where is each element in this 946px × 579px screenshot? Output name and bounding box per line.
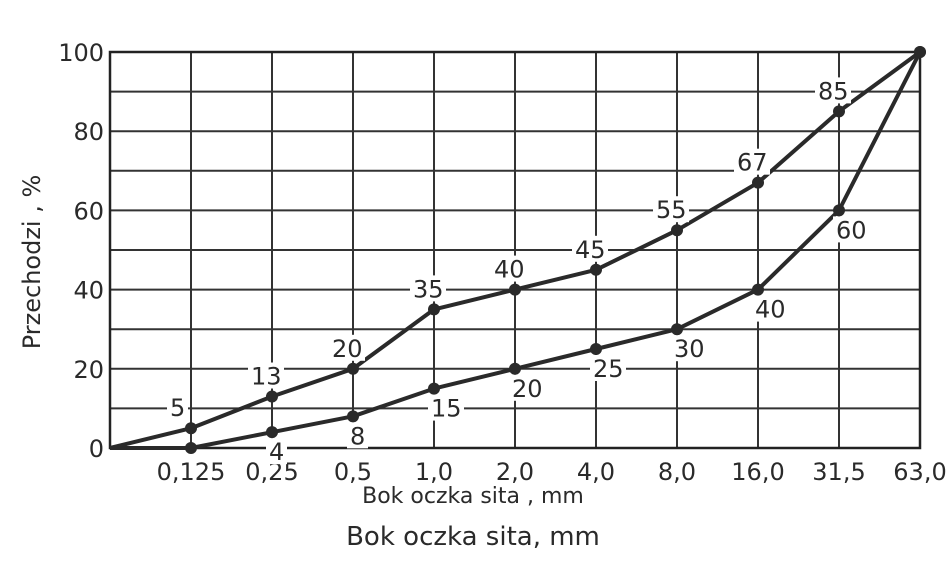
x-tick-label: 63,0 [893, 458, 946, 486]
data-label-bg [509, 374, 545, 401]
x-tick-labels: 0,125 0,25 0,5 1,0 2,0 4,0 8,0 16,0 31,5 63,0 [157, 458, 946, 486]
y-axis-label: Przechodzi , % [18, 175, 46, 350]
data-label: 13 [251, 363, 282, 391]
data-label: 25 [593, 355, 624, 383]
data-label-bg [752, 295, 788, 322]
data-point [752, 283, 764, 296]
y-tick-label: 100 [58, 39, 104, 67]
x-tick-label: 0,125 [157, 458, 226, 486]
data-point [752, 176, 764, 189]
data-point [347, 362, 359, 375]
x-tick-label: 4,0 [577, 458, 615, 486]
data-label-bg [491, 255, 527, 282]
data-point [509, 362, 521, 375]
x-tick-label: 2,0 [496, 458, 534, 486]
data-label: 40 [494, 256, 525, 284]
data-label-bg [428, 394, 464, 421]
data-label-bg [572, 235, 608, 262]
plot-border [108, 50, 922, 450]
data-labels: 5 13 20 35 40 45 55 67 85 4 8 15 20 25 30 40 60 [167, 77, 869, 466]
data-label-bg [329, 334, 365, 361]
x-tick-label: 31,5 [812, 458, 865, 486]
data-label-bg [653, 196, 689, 223]
y-tick-labels: 0 20 40 60 80 100 [58, 39, 104, 463]
x-axis-label-repeat: Bok oczka sita, mm [346, 522, 600, 552]
data-label: 40 [755, 296, 786, 324]
data-label: 85 [818, 77, 849, 105]
data-label: 8 [350, 422, 365, 450]
data-label: 55 [656, 196, 687, 224]
y-tick-label: 0 [89, 435, 104, 463]
data-label: 20 [512, 375, 543, 403]
data-label: 4 [269, 438, 284, 466]
data-label: 30 [674, 335, 705, 363]
plot-frame [108, 50, 922, 450]
data-point [266, 426, 278, 439]
data-point [671, 224, 683, 237]
data-label: 5 [170, 394, 185, 422]
data-label-bg [167, 394, 188, 421]
data-point [833, 204, 845, 217]
y-tick-label: 80 [73, 118, 104, 146]
data-point [266, 390, 278, 403]
data-point [428, 303, 440, 316]
data-label: 20 [332, 335, 363, 363]
data-label: 45 [575, 236, 606, 264]
series-points [185, 46, 926, 454]
data-label-bg [266, 438, 287, 465]
x-axis-label: Bok oczka sita , mm [362, 484, 584, 509]
x-tick-label: 16,0 [731, 458, 784, 486]
data-point [671, 323, 683, 336]
x-tick-label: 0,5 [334, 458, 372, 486]
x-tick-label: 8,0 [658, 458, 696, 486]
data-label: 60 [836, 216, 867, 244]
data-label: 67 [737, 149, 768, 177]
data-label-bg [815, 77, 851, 104]
data-label-bg [671, 335, 707, 362]
data-point [185, 442, 197, 454]
data-label-bg [734, 148, 770, 175]
data-point [428, 382, 440, 395]
data-label-bg [347, 422, 368, 449]
y-tick-label: 20 [73, 356, 104, 384]
data-label-bg [410, 275, 446, 302]
data-point [590, 343, 602, 355]
data-label-bg [590, 355, 626, 381]
y-tick-label: 60 [73, 197, 104, 225]
data-point [347, 410, 359, 423]
data-point [185, 422, 197, 435]
y-tick-label: 40 [73, 277, 104, 305]
data-label-bg [248, 362, 284, 389]
data-point [509, 283, 521, 296]
data-label: 35 [413, 275, 444, 303]
x-tick-label: 1,0 [415, 458, 453, 486]
data-point [833, 105, 845, 118]
data-point [590, 263, 602, 276]
data-point [914, 46, 926, 58]
data-label: 15 [431, 395, 462, 423]
data-label-bg [833, 216, 869, 243]
